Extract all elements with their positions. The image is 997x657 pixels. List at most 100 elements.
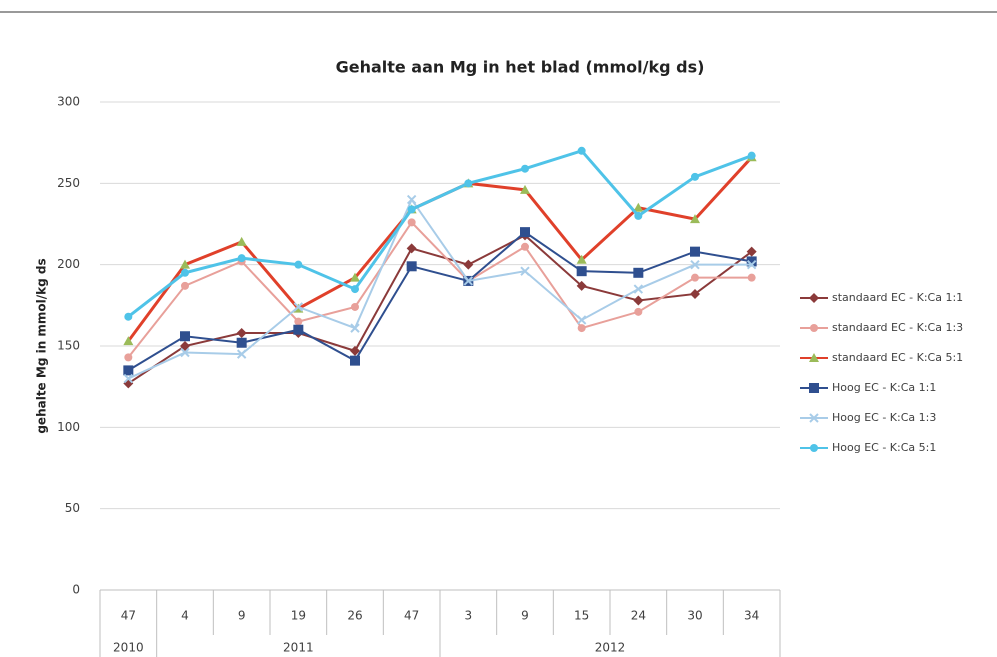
marker: [810, 324, 818, 332]
y-tick-label: 250: [57, 176, 80, 190]
marker: [747, 273, 756, 282]
marker: [576, 280, 587, 291]
marker: [124, 353, 133, 362]
marker: [406, 243, 417, 254]
x-tick-label: 9: [521, 609, 529, 623]
marker: [406, 194, 417, 205]
x-tick-label: 30: [687, 609, 702, 623]
y-axis-label: gehalte Mg in mmol/kg ds: [35, 258, 49, 433]
marker: [520, 184, 530, 194]
marker: [633, 284, 644, 294]
marker: [236, 349, 247, 359]
x-tick-label: 47: [404, 609, 419, 623]
year-label: 2012: [595, 641, 626, 655]
marker: [181, 268, 189, 277]
marker: [576, 315, 587, 325]
marker: [690, 259, 700, 270]
marker: [633, 267, 644, 278]
marker: [294, 317, 303, 326]
year-label: 2011: [283, 641, 314, 655]
marker: [690, 214, 700, 224]
marker: [294, 260, 303, 269]
marker: [351, 285, 359, 294]
marker: [690, 288, 700, 299]
marker: [634, 211, 643, 220]
series-line: [127, 197, 752, 380]
marker: [123, 373, 134, 384]
x-tick-label: 26: [347, 609, 362, 623]
marker: [809, 293, 819, 303]
marker: [521, 164, 529, 173]
marker: [350, 345, 360, 356]
y-tick-label: 100: [57, 420, 80, 434]
y-tick-label: 0: [72, 583, 80, 597]
marker: [236, 327, 247, 338]
marker: [293, 324, 304, 335]
marker: [180, 347, 190, 358]
marker: [407, 218, 416, 227]
marker: [406, 261, 417, 272]
x-tick-label: 24: [631, 609, 646, 623]
marker: [464, 179, 473, 188]
year-label: 2010: [113, 641, 144, 655]
marker: [350, 323, 360, 333]
marker: [809, 353, 819, 362]
marker: [181, 281, 189, 290]
marker: [180, 331, 190, 342]
series-line: [127, 230, 752, 372]
marker: [633, 202, 644, 212]
marker: [407, 205, 416, 214]
marker: [634, 307, 643, 316]
marker: [746, 256, 757, 267]
marker: [237, 254, 246, 263]
y-tick-label: 300: [57, 95, 80, 109]
x-tick-label: 34: [744, 609, 759, 623]
x-tick-label: 47: [121, 609, 136, 623]
marker: [577, 324, 586, 333]
x-tick-label: 3: [465, 609, 473, 623]
marker: [180, 259, 190, 269]
marker: [124, 312, 133, 321]
legend-label: standaard EC - K:Ca 5:1: [832, 351, 963, 364]
marker: [577, 146, 586, 155]
marker: [809, 413, 819, 423]
marker: [690, 246, 700, 257]
legend-label: standaard EC - K:Ca 1:1: [832, 291, 963, 304]
marker: [180, 341, 190, 351]
marker: [691, 172, 699, 181]
marker: [746, 259, 757, 270]
marker: [691, 273, 699, 282]
legend-label: Hoog EC - K:Ca 1:3: [832, 411, 936, 424]
marker: [810, 444, 818, 452]
x-tick-label: 15: [574, 609, 589, 623]
marker: [236, 236, 247, 246]
marker: [576, 266, 587, 277]
y-tick-label: 150: [57, 339, 80, 353]
marker: [746, 246, 757, 257]
marker: [633, 295, 644, 306]
marker: [293, 302, 304, 312]
series-line: [127, 149, 753, 318]
marker: [123, 336, 134, 346]
marker: [463, 259, 474, 270]
marker: [809, 383, 819, 393]
chart-title: Gehalte aan Mg in het blad (mmol/kg ds): [336, 58, 705, 77]
marker: [351, 302, 359, 311]
marker: [576, 254, 587, 264]
series-line: [127, 234, 753, 385]
marker: [350, 355, 360, 366]
marker: [350, 272, 360, 282]
series-line: [127, 220, 752, 359]
marker: [123, 365, 134, 376]
legend-label: Hoog EC - K:Ca 1:1: [832, 381, 936, 394]
legend-label: standaard EC - K:Ca 1:3: [832, 321, 963, 334]
marker: [747, 151, 756, 160]
x-tick-label: 19: [291, 609, 306, 623]
marker: [520, 227, 530, 238]
x-tick-label: 9: [238, 609, 246, 623]
y-tick-label: 200: [57, 257, 80, 271]
x-tick-label: 4: [181, 609, 189, 623]
legend-label: Hoog EC - K:Ca 5:1: [832, 441, 936, 454]
